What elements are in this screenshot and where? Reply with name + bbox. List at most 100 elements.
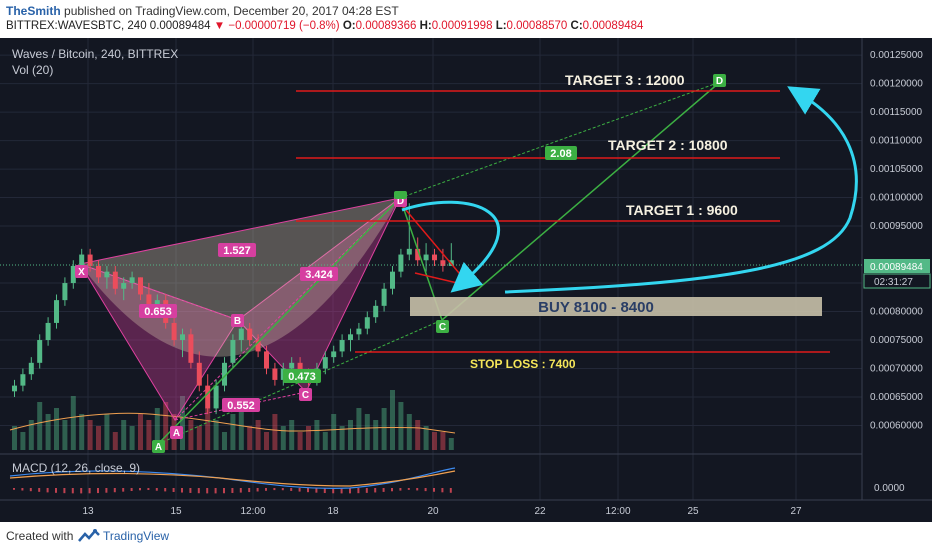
macd-bar [80, 488, 83, 494]
ratio-208: 2.08 [550, 148, 571, 160]
volume-bar [104, 414, 110, 450]
close-label: C: [570, 20, 583, 32]
author-link[interactable]: TheSmith [6, 4, 61, 18]
candle-body [230, 340, 236, 363]
published-text: published on TradingView.com, December 2… [64, 4, 399, 18]
macd-bar [433, 488, 435, 492]
candle-body [373, 305, 379, 318]
created-with-text: Created with [6, 529, 74, 543]
point-a-green: A [155, 442, 162, 453]
volume-bar [440, 432, 446, 450]
volume-bar [188, 420, 194, 450]
volume-bar [415, 420, 421, 450]
ratio-3424: 3.424 [305, 269, 333, 281]
macd-bar [63, 488, 66, 494]
volume-bar [154, 408, 160, 450]
candle-body [79, 254, 85, 266]
macd-bar [357, 488, 360, 494]
volume-bar [163, 402, 169, 450]
stop-loss-label: STOP LOSS : 7400 [470, 357, 576, 371]
volume-bar [264, 432, 269, 450]
point-d-target: D [716, 76, 723, 87]
target2-label: TARGET 2 : 10800 [608, 137, 728, 153]
candle-body [406, 248, 412, 255]
time-tick-label: 12:00 [240, 506, 265, 517]
volume-bar [255, 420, 261, 450]
tradingview-link[interactable]: TradingView [103, 529, 170, 543]
price-tick-label: 0.00070000 [870, 364, 923, 375]
macd-bar [382, 488, 385, 492]
volume-bar [28, 420, 34, 450]
abcd-pattern [157, 81, 721, 445]
candle-body [188, 334, 194, 363]
macd-bar [105, 488, 108, 493]
chart-svg[interactable]: BUY 8100 - 8400 TARGET 3 : 12000 TARGET … [0, 38, 932, 522]
volume-bar [448, 438, 454, 450]
down-arrow-icon: ▼ [213, 20, 226, 32]
ratio-labels: 1.527 0.653 3.424 0.552 0.473 2.08 [139, 146, 577, 412]
macd-panel [13, 488, 452, 494]
macd-bar [281, 488, 284, 491]
volume-bar [314, 420, 320, 450]
candle-body [45, 322, 51, 341]
volume-bar [381, 408, 387, 450]
candle-body [96, 265, 101, 278]
macd-bar [113, 488, 116, 493]
close-value: 0.00089484 [582, 20, 644, 32]
macd-bar [449, 488, 452, 493]
point-d: D [397, 196, 404, 207]
buy-zone[interactable] [410, 297, 822, 316]
point-x: X [78, 267, 85, 278]
volume-bar [222, 432, 227, 450]
volume-bar [87, 420, 93, 450]
macd-bar [265, 488, 267, 491]
tradingview-logo-icon[interactable] [78, 528, 100, 544]
volume-bar [398, 402, 404, 450]
volume-bar [423, 426, 429, 450]
point-b: B [234, 316, 241, 327]
countdown-label: 02:31:27 [874, 277, 913, 288]
volume-bar [406, 414, 412, 450]
volume-bar [12, 426, 17, 450]
time-tick-label: 13 [82, 506, 94, 517]
ohlc-line: BITTREX:WAVESBTC, 240 0.00089484 ▼ −0.00… [6, 20, 643, 32]
ratio-0552: 0.552 [227, 400, 255, 412]
volume-bar [364, 414, 370, 450]
macd-bar [88, 488, 91, 494]
macd-bar [172, 488, 175, 493]
low-label: L: [495, 20, 507, 32]
volume-bar [205, 408, 211, 450]
macd-bar [55, 488, 57, 493]
macd-bar [206, 488, 209, 494]
volume-bar [96, 426, 101, 450]
candle-body [112, 271, 118, 289]
price-tick-label: 0.00115000 [870, 107, 923, 118]
main-legend: Waves / Bitcoin, 240, BITTREX [12, 47, 178, 61]
macd-bar [189, 488, 192, 493]
target1-label: TARGET 1 : 9600 [626, 202, 738, 218]
candle-body [129, 277, 135, 284]
volume-bar [138, 414, 143, 450]
volume-bar [79, 414, 85, 450]
candle-body [37, 340, 43, 363]
low-value: 0.00088570 [506, 20, 568, 32]
candle-body [247, 328, 253, 341]
candle-body [440, 260, 446, 266]
macd-bar [122, 488, 125, 492]
arrow-drop-icon [401, 200, 500, 293]
macd-bar [223, 488, 225, 494]
macd-bar [139, 488, 141, 491]
candle-body [222, 362, 227, 386]
candle-body [205, 385, 211, 409]
candle-body [138, 277, 143, 295]
price-axis[interactable]: 0.00125000 0.00120000 0.00115000 0.00110000… [870, 50, 923, 431]
candle-body [398, 254, 404, 272]
chart-area[interactable]: BUY 8100 - 8400 TARGET 3 : 12000 TARGET … [0, 38, 932, 522]
price-tick-label: 0.00060000 [870, 421, 923, 432]
time-tick-label: 22 [534, 506, 546, 517]
candle-body [28, 362, 34, 375]
macd-legend: MACD (12, 26, close, 9) [12, 461, 140, 475]
time-axis[interactable]: 13 15 12:00 18 20 22 12:00 25 27 [82, 506, 802, 517]
volume-bar [45, 414, 51, 450]
candle-body [154, 300, 160, 306]
